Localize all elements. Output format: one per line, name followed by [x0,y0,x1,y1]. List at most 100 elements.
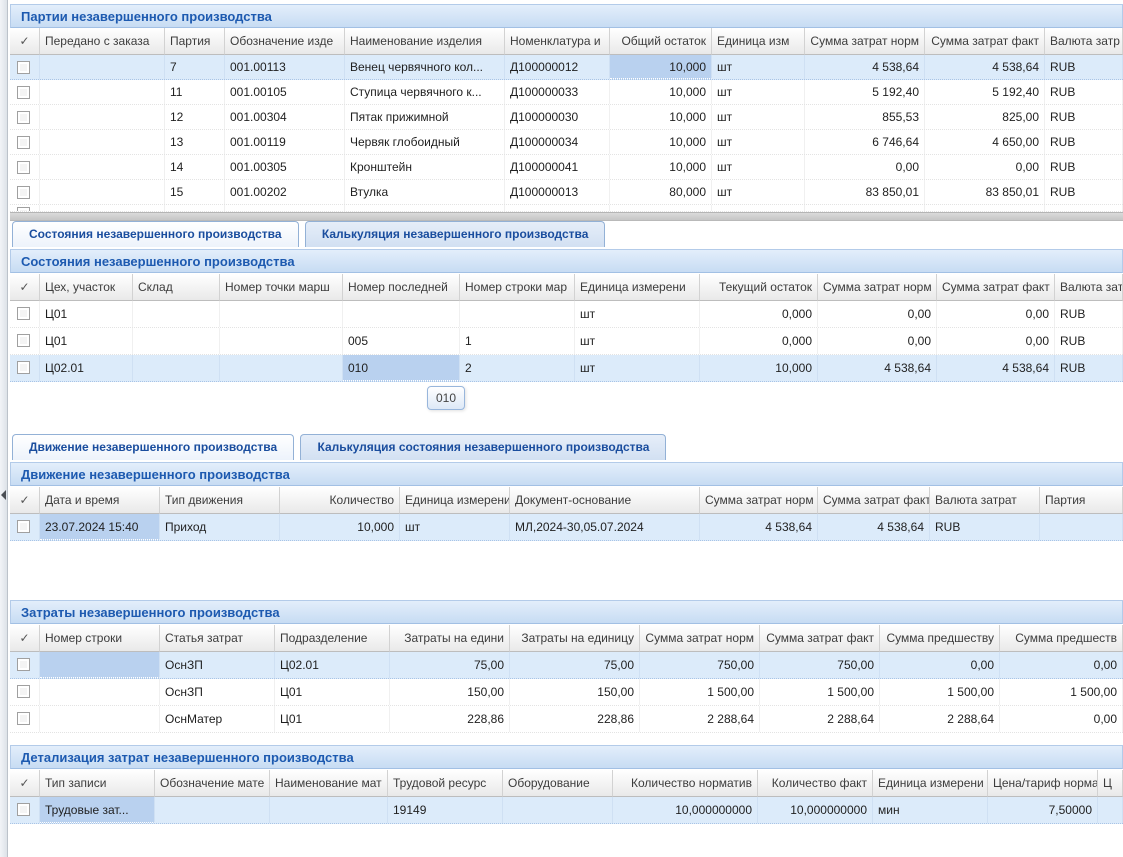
column-header[interactable]: Статья затрат [160,625,275,652]
table-row[interactable]: 13 001.00119 Червяк глобоидный Д100000034 10… [10,130,1123,155]
cell[interactable]: 228,86 [390,706,510,732]
cell[interactable] [40,679,160,705]
column-header[interactable]: Дата и время [40,487,160,514]
column-header[interactable]: Единица измерени [575,274,700,301]
cell[interactable]: Приход [160,514,280,540]
table-row[interactable]: Ц01 шт 0,000 0,00 0,00 RUB [10,301,1123,328]
select-all-column-header[interactable]: ✓ [10,770,40,797]
cell[interactable]: Червяк глобоидный [345,130,505,154]
column-header[interactable]: Валюта зат [1055,274,1123,301]
row-checkbox[interactable] [17,86,30,99]
cell[interactable]: 3 048,00 [805,205,925,211]
row-checkbox[interactable] [17,712,30,725]
column-header[interactable]: Документ-основание [510,487,700,514]
cell[interactable]: 4 538,64 [937,355,1055,381]
cell[interactable]: 750,00 [640,652,760,678]
column-header[interactable]: Номер последней [343,274,460,301]
column-header[interactable]: Валюта затр [1045,28,1123,55]
row-checkbox[interactable] [17,361,30,374]
cell[interactable]: 19149 [388,797,503,823]
table-row[interactable]: 14 001.00305 Кронштейн Д100000041 10,000 шт 0,… [10,155,1123,180]
column-header[interactable]: Склад [133,274,220,301]
tab-movement[interactable]: Движение незавершенного производства [12,434,295,460]
row-checkbox[interactable] [17,334,30,347]
cell[interactable]: Пятак прижимной [345,105,505,129]
cell[interactable]: 1 500,00 [760,679,880,705]
cell[interactable]: RUB [1055,301,1123,327]
table-row[interactable]: 12 001.00304 Пятак прижимной Д100000030 10,0… [10,105,1123,130]
cell[interactable]: шт [712,130,805,154]
cell[interactable]: ОснМатер [160,706,275,732]
cell[interactable]: 5 192,40 [925,80,1045,104]
cell[interactable]: Втулка [345,180,505,204]
cell[interactable]: Трудовые зат... [40,797,155,823]
column-header[interactable]: Тип записи [40,770,155,797]
cell[interactable]: 11 [165,80,225,104]
cell[interactable]: 0,00 [937,301,1055,327]
cell[interactable] [133,355,220,381]
cell[interactable]: 150,00 [390,679,510,705]
column-header[interactable]: Обозначение изде [225,28,345,55]
row-checkbox[interactable] [17,61,30,74]
cell[interactable]: Ц01 [275,706,390,732]
cell[interactable]: Д100000030 [505,105,610,129]
cell[interactable]: 7 [165,55,225,79]
cell[interactable]: 23.07.2024 15:40 [40,514,160,540]
cell[interactable]: 4 538,64 [925,55,1045,79]
column-header[interactable]: Сумма затрат факт [925,28,1045,55]
cell[interactable]: 6 746,64 [805,130,925,154]
column-header[interactable]: Партия [165,28,225,55]
cell[interactable]: RUB [1045,205,1123,211]
column-header[interactable]: Количество [280,487,400,514]
cell[interactable]: 1 500,00 [640,679,760,705]
cell[interactable] [460,301,575,327]
checkbox-cell[interactable] [10,706,40,732]
cell[interactable]: RUB [930,514,1040,540]
column-header[interactable]: Партия [1040,487,1123,514]
checkbox-cell[interactable] [10,155,40,179]
cell[interactable]: Ц02.01 [40,355,133,381]
column-header[interactable]: Сумма затрат факт [760,625,880,652]
table-row[interactable]: ОснЗП Ц01 150,00 150,00 1 500,00 1 500,00 1 50… [10,679,1123,706]
table-row[interactable]: ОснМатер Ц01 228,86 228,86 2 288,64 2 288,64 2… [10,706,1123,733]
cell[interactable]: RUB [1055,355,1123,381]
cell[interactable]: 0,00 [937,328,1055,354]
cell[interactable]: 0,00 [925,155,1045,179]
column-header[interactable]: Сумма затрат факт [937,274,1055,301]
cell[interactable]: 10,000 [610,205,712,211]
cell[interactable]: RUB [1045,80,1123,104]
cell[interactable]: RUB [1045,55,1123,79]
column-header[interactable]: Цех, участок [40,274,133,301]
cell[interactable]: 0,00 [1000,706,1123,732]
cell[interactable]: Д100000013 [505,180,610,204]
cell[interactable]: 75,00 [510,652,640,678]
column-header[interactable]: Сумма предшеств [1000,625,1123,652]
cell[interactable] [220,301,343,327]
cell[interactable] [220,355,343,381]
cell[interactable] [40,55,165,79]
cell[interactable] [270,797,388,823]
cell[interactable]: 4 538,64 [805,55,925,79]
checkbox-cell[interactable] [10,80,40,104]
select-all-column-header[interactable]: ✓ [10,274,40,301]
cell[interactable] [133,301,220,327]
cell[interactable]: 0,00 [805,155,925,179]
cell[interactable]: RUB [1045,130,1123,154]
cell[interactable]: 855,53 [805,105,925,129]
cell[interactable]: 001.00304 [225,105,345,129]
column-header[interactable]: Единица измерени [400,487,510,514]
cell[interactable]: мин [873,797,988,823]
row-checkbox[interactable] [17,685,30,698]
cell[interactable]: 10,000000000 [758,797,873,823]
column-header[interactable]: Затраты на единицу [510,625,640,652]
cell[interactable]: RUB [1045,180,1123,204]
cell[interactable] [40,105,165,129]
cell[interactable]: шт [712,55,805,79]
horizontal-splitter[interactable] [10,212,1123,221]
cell[interactable]: 001.00202 [225,180,345,204]
cell[interactable]: 150,00 [510,679,640,705]
row-checkbox[interactable] [17,307,30,320]
cell[interactable]: 0,000 [700,328,818,354]
cell[interactable] [40,80,165,104]
cell[interactable]: RUB [1055,328,1123,354]
